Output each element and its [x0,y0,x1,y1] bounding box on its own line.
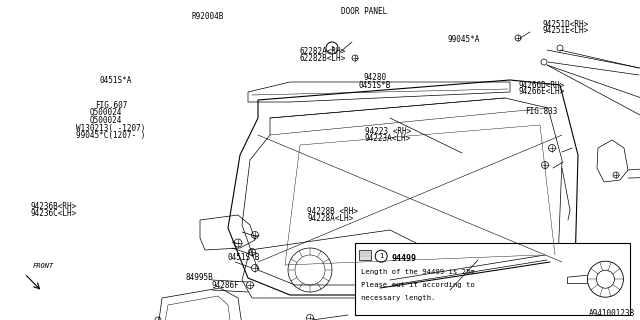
Text: 94236B<RH>: 94236B<RH> [31,202,77,211]
Text: 1: 1 [330,45,334,51]
Text: A941001238: A941001238 [589,309,635,318]
Text: 94266D<RH>: 94266D<RH> [518,81,564,90]
Text: Q500024: Q500024 [90,116,122,125]
Text: Q500024: Q500024 [90,108,122,117]
Text: 94286F: 94286F [211,281,239,290]
Text: 94223A<LH>: 94223A<LH> [365,134,411,143]
Text: 99045*A: 99045*A [448,35,481,44]
Text: 94251E<LH>: 94251E<LH> [543,26,589,35]
Text: 94499: 94499 [391,254,416,263]
Text: 94280: 94280 [364,73,387,82]
FancyBboxPatch shape [359,250,371,260]
Text: 94223 <RH>: 94223 <RH> [365,127,411,136]
Text: FRONT: FRONT [32,263,54,268]
Text: 0451S*A: 0451S*A [99,76,132,85]
Text: R92004B: R92004B [192,12,225,21]
Text: Length of the 94499 is 25m.: Length of the 94499 is 25m. [361,269,479,275]
Text: 94228B <RH>: 94228B <RH> [307,207,358,216]
Text: 99045*C(1207- ): 99045*C(1207- ) [76,131,145,140]
Text: FIG.607: FIG.607 [95,101,127,110]
Text: W130213( -1207): W130213( -1207) [76,124,145,133]
Text: 94251D<RH>: 94251D<RH> [543,20,589,29]
Text: FIG.833: FIG.833 [525,107,557,116]
Text: 62282A<RH>: 62282A<RH> [300,47,346,56]
Text: 1: 1 [379,253,383,259]
Text: DOOR PANEL: DOOR PANEL [341,7,387,16]
Text: 62282B<LH>: 62282B<LH> [300,54,346,63]
Text: 84995B: 84995B [186,273,213,282]
Text: necessary length.: necessary length. [361,295,436,301]
Text: 0451S*B: 0451S*B [227,253,260,262]
Text: 94228A<LH>: 94228A<LH> [307,214,353,223]
Text: Please cut it according to: Please cut it according to [361,282,475,288]
Text: 94236C<LH>: 94236C<LH> [31,209,77,218]
FancyBboxPatch shape [355,243,630,315]
Text: 94266E<LH>: 94266E<LH> [518,87,564,96]
Text: 0451S*B: 0451S*B [358,81,391,90]
